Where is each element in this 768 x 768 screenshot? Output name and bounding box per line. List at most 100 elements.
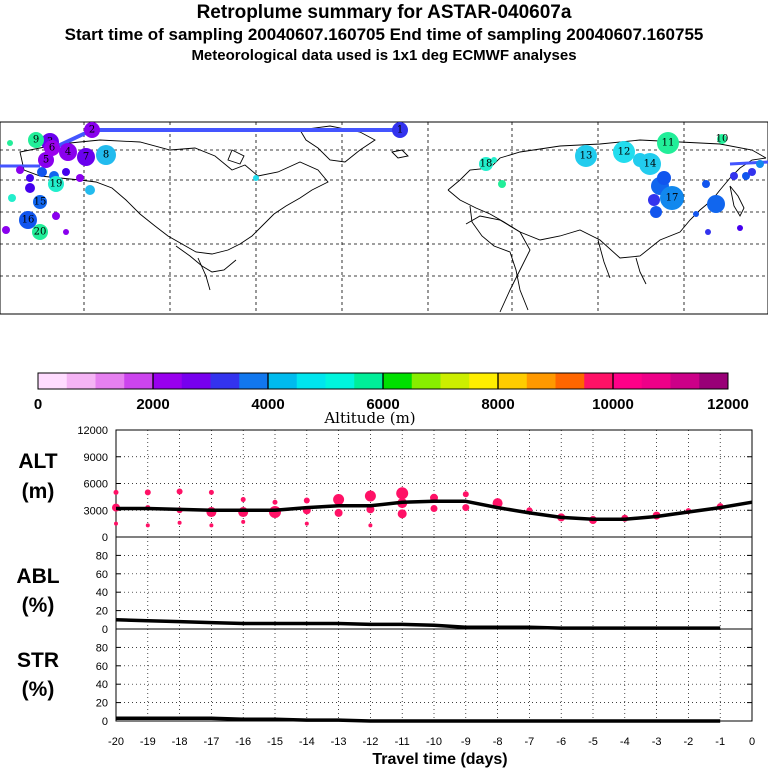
x-tick-label: -13 — [331, 736, 347, 748]
panel-abl: 0 20 40 60 80 ABL (%) — [16, 536, 753, 636]
y-tick-label: 0 — [102, 624, 108, 636]
altitude-cluster-point — [397, 509, 407, 519]
y-tick-label: 12000 — [77, 425, 108, 437]
plume-cluster-dot — [76, 174, 84, 182]
plume-cluster-dot — [8, 194, 16, 202]
x-tick-label: -10 — [426, 736, 442, 748]
y-tick-label: 40 — [96, 587, 108, 599]
map-marker-day-5: 5 — [38, 152, 54, 168]
colorbar-cell — [469, 373, 499, 389]
x-axis-label: Travel time (days) — [372, 751, 507, 768]
plume-cluster-dot — [2, 226, 10, 234]
y-tick-label: 80 — [96, 642, 108, 654]
map-marker-label: 20 — [34, 227, 47, 238]
panel-str: 0 20 40 60 80 STR (%) — [17, 628, 753, 728]
altitude-cluster-point — [368, 523, 373, 528]
colorbar-cell — [325, 373, 355, 389]
panel-title: ALT — [18, 450, 57, 473]
altitude-cluster-point — [304, 521, 309, 526]
plume-cluster-dot — [52, 212, 60, 220]
colorbar-tick-label: 2000 — [136, 396, 169, 413]
colorbar-cell — [95, 373, 125, 389]
colorbar-tick-label: 8000 — [481, 396, 514, 413]
altitude-cluster-point — [462, 491, 469, 498]
x-tick-label: -3 — [652, 736, 662, 748]
altitude-cluster-point — [364, 490, 376, 502]
colorbar-cell — [296, 373, 326, 389]
altitude-cluster-point — [240, 497, 246, 503]
map-marker-day-19: 19 — [48, 176, 64, 192]
map-marker-day-20: 20 — [32, 224, 48, 240]
colorbar-cell — [124, 373, 154, 389]
colorbar-cell — [555, 373, 585, 389]
x-tick-label: -2 — [684, 736, 694, 748]
x-tick-label: -18 — [172, 736, 188, 748]
panel-title: (%) — [22, 594, 55, 617]
map-marker-day-11: 11 — [657, 132, 679, 154]
map-marker-day-8: 8 — [96, 145, 116, 165]
panel-alt: 0 3000 6000 9000 12000 ALT (m) — [18, 425, 753, 544]
colorbar-cell — [354, 373, 384, 389]
x-tick-label: -20 — [108, 736, 124, 748]
altitude-cluster-point — [303, 497, 310, 504]
map-marker-day-13: 13 — [575, 145, 597, 167]
plume-cluster-dot — [25, 183, 35, 193]
map-marker-day-2: 2 — [84, 122, 100, 138]
y-tick-label: 40 — [96, 679, 108, 691]
series-line — [116, 499, 753, 521]
series-line — [116, 716, 721, 723]
x-tick-label: -11 — [395, 736, 410, 748]
chart-title: Retroplume summary for ASTAR-040607a — [196, 2, 572, 23]
x-tick-label: -9 — [461, 736, 471, 748]
altitude-cluster-point — [113, 489, 119, 495]
map-marker-label: 11 — [662, 138, 675, 149]
map-marker-label: 2 — [89, 125, 95, 136]
map-marker-label: 14 — [644, 159, 657, 170]
plume-cluster-dot — [648, 194, 660, 206]
series-line — [115, 618, 721, 630]
map-marker-label: 17 — [666, 193, 679, 204]
colorbar-cell — [66, 373, 96, 389]
colorbar-tick-label: 6000 — [366, 396, 399, 413]
plume-cluster-dot — [730, 172, 738, 180]
colorbar-label: Altitude (m) — [323, 409, 415, 427]
colorbar-cell — [268, 373, 298, 389]
map-marker-day-10: 10 — [716, 134, 729, 145]
map-marker-day-4: 4 — [59, 143, 77, 161]
colorbar-tick-label: 12000 — [707, 396, 749, 413]
altitude-cluster-point — [334, 508, 343, 517]
panel-title: (m) — [22, 480, 55, 503]
y-tick-label: 20 — [96, 606, 108, 618]
map-marker-label: 5 — [43, 155, 49, 166]
map-marker-label: 1 — [397, 125, 403, 136]
plume-cluster-dot — [748, 168, 756, 176]
time-series-panels: 030006000900012000ALT(m)020406080ABL(%)0… — [16, 425, 755, 768]
colorbar-cell — [641, 373, 671, 389]
colorbar-cell — [239, 373, 269, 389]
x-tick-label: -19 — [140, 736, 156, 748]
colorbar-tick-label: 10000 — [592, 396, 634, 413]
plume-cluster-dot — [650, 206, 662, 218]
plume-cluster-dot — [7, 140, 13, 146]
x-tick-label: 0 — [749, 736, 755, 748]
colorbar-cell — [38, 373, 68, 389]
x-axis: -20 -19 -18 -17 -16 -15 -14 -13 -12 -11 -10 -9 -8 -7-… — [108, 736, 755, 768]
plume-cluster-dot — [756, 160, 764, 168]
map-marker-day-7: 7 — [77, 148, 95, 166]
map-marker-label: 18 — [480, 159, 493, 170]
colorbar-cell — [153, 373, 183, 389]
colorbar-cell — [181, 373, 211, 389]
x-tick-label: -1 — [715, 736, 725, 748]
altitude-cluster-point — [333, 494, 345, 506]
altitude-cluster-point — [396, 487, 409, 500]
map-marker-day-14: 14 — [639, 153, 661, 175]
map-marker-label: 12 — [618, 147, 631, 158]
plume-cluster-dot — [742, 172, 750, 180]
map-marker-label: 7 — [83, 152, 89, 163]
y-tick-label: 0 — [102, 532, 108, 544]
colorbar-cell — [440, 373, 470, 389]
map-markers: 1234567891011121314151617181920 — [2, 122, 764, 240]
map-graticule — [0, 122, 768, 314]
colorbar-tick-label: 4000 — [251, 396, 284, 413]
x-tick-label: -12 — [362, 736, 378, 748]
